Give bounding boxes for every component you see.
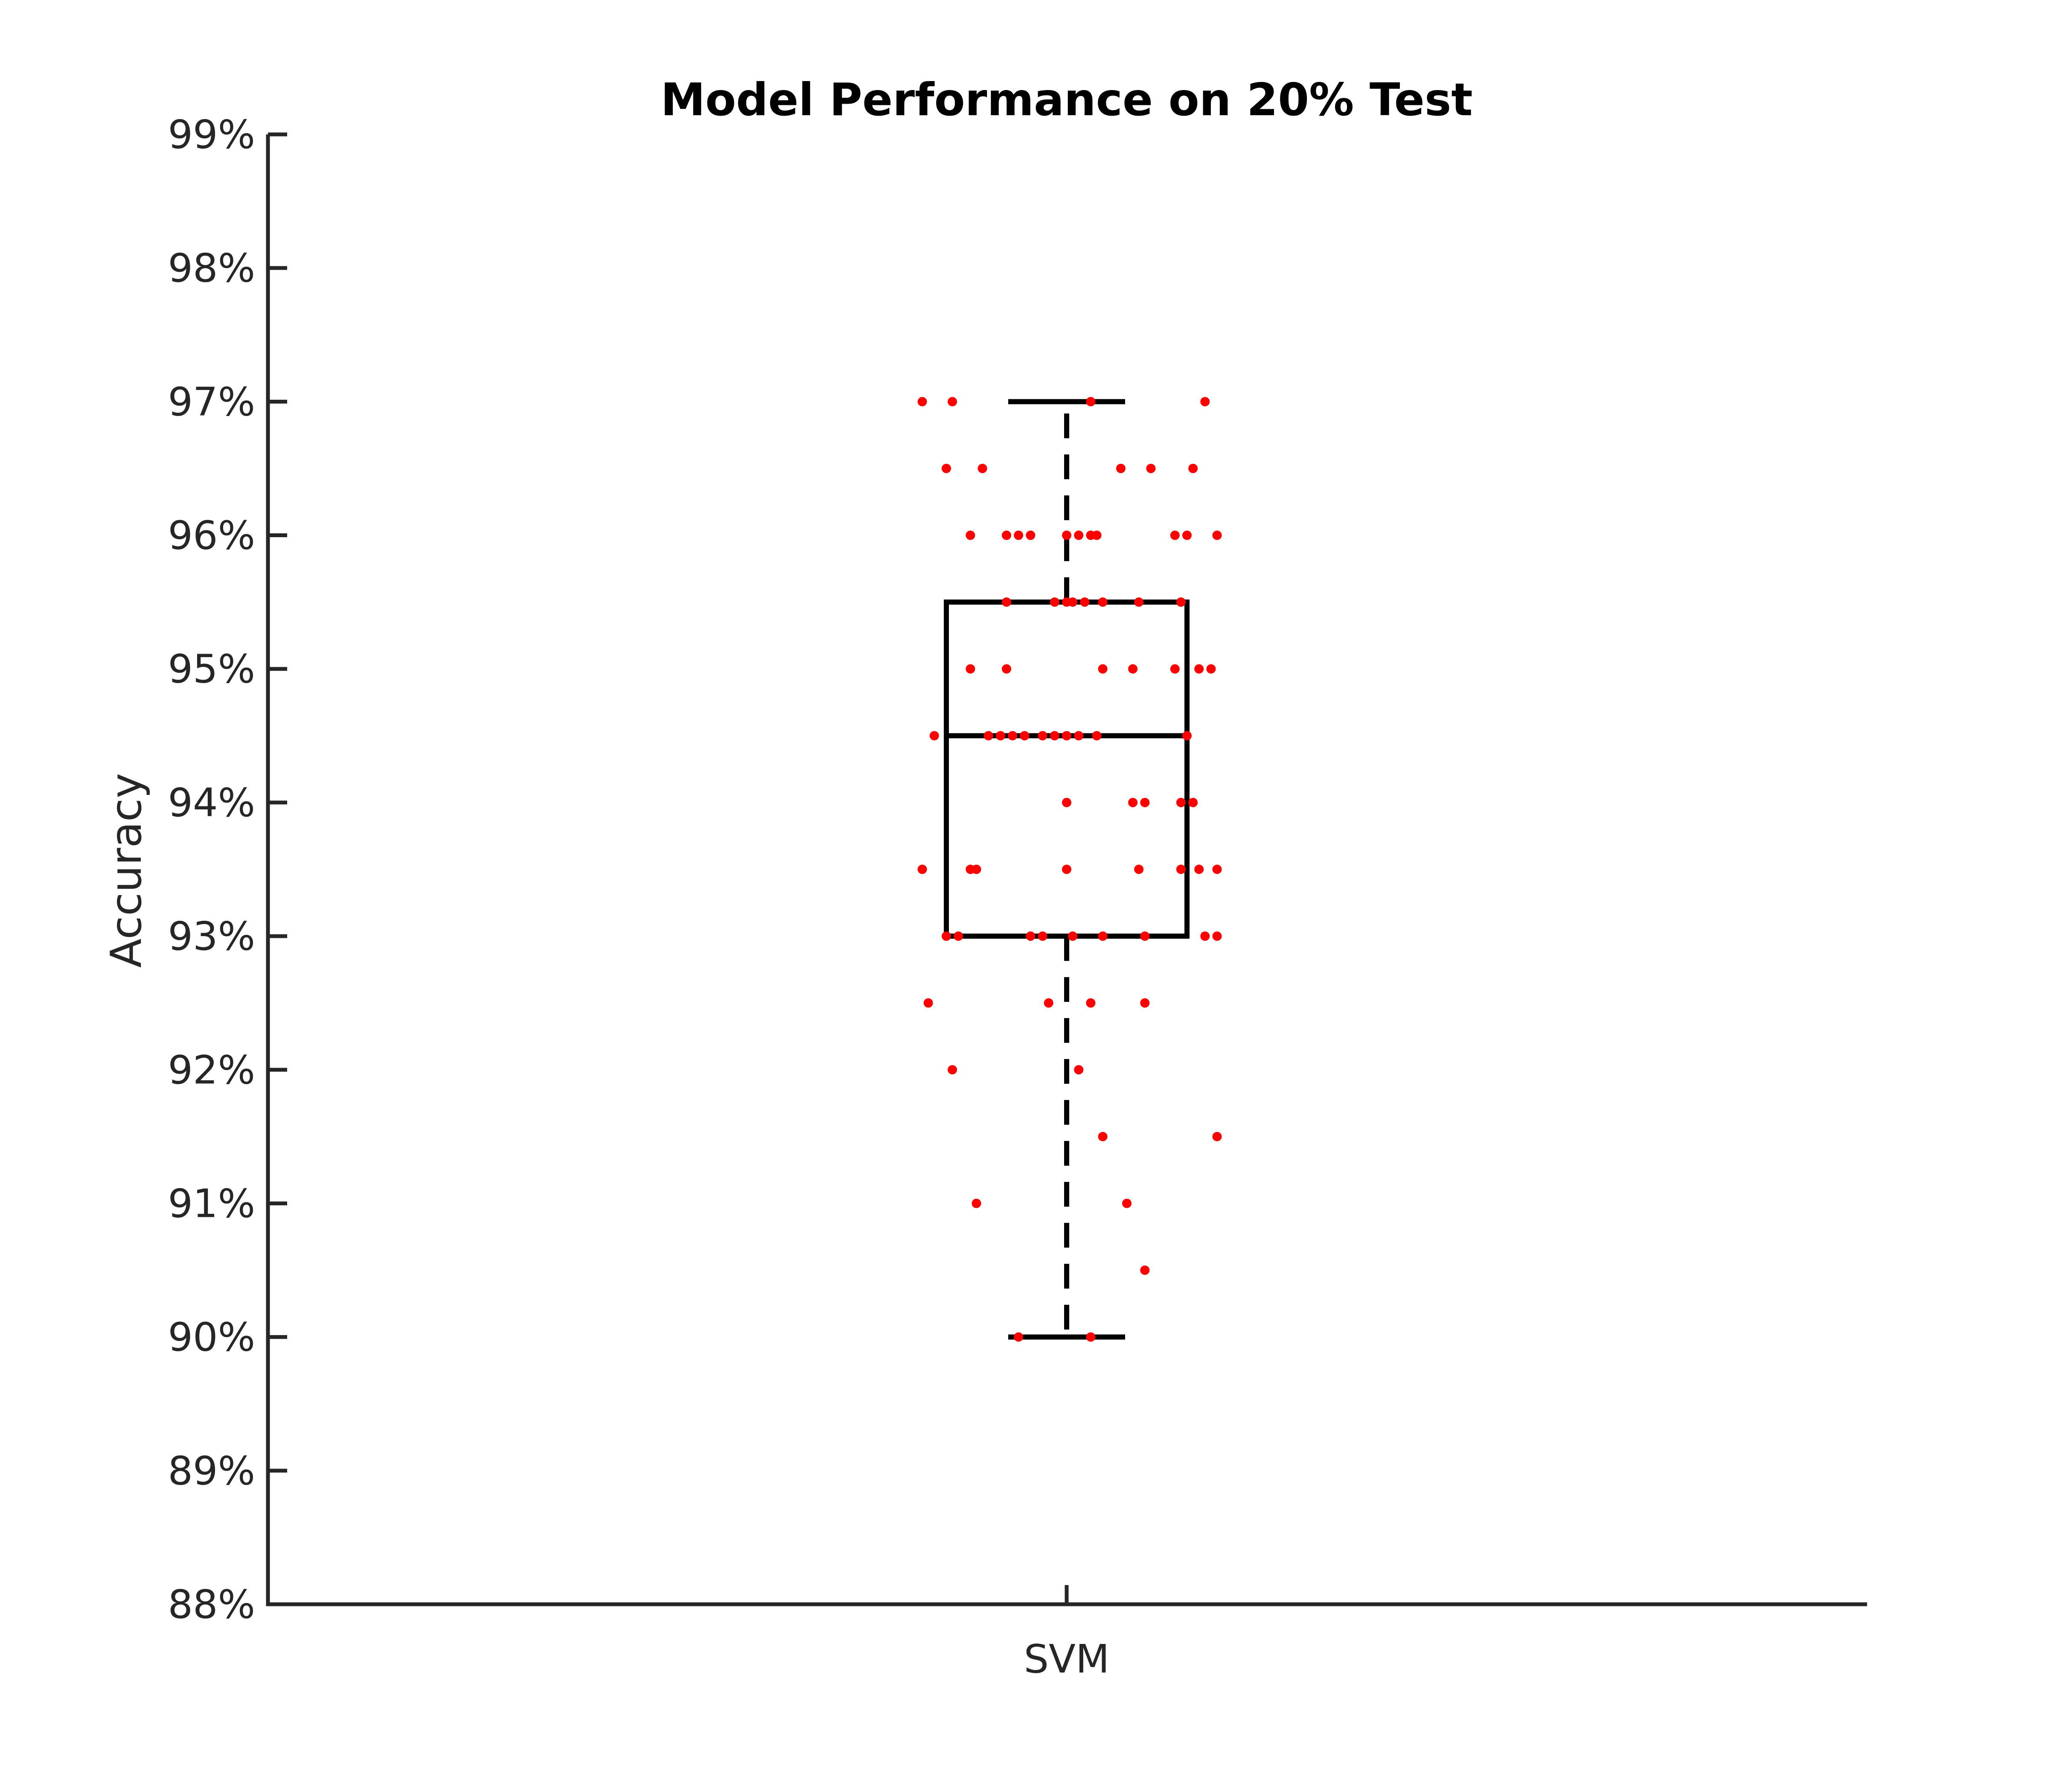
data-point [1044,998,1053,1008]
data-point [1086,998,1096,1008]
data-point [1134,864,1144,874]
data-point [1092,530,1102,540]
data-point [954,931,963,941]
data-point [1206,664,1216,674]
data-point [1020,731,1030,741]
y-tick-label: 99% [168,112,255,157]
data-point [1188,463,1198,473]
data-point [1086,1332,1096,1342]
data-point [1086,397,1096,407]
data-point [1038,931,1047,941]
data-point [942,931,951,941]
data-point [1050,731,1059,741]
data-point [1128,664,1138,674]
data-point [1062,731,1071,741]
data-point [1068,597,1078,607]
y-tick-label: 95% [168,646,255,692]
data-point [1146,463,1156,473]
data-point [1098,664,1108,674]
data-point [1140,797,1150,807]
data-point [966,664,975,674]
data-point [1170,530,1180,540]
data-point [1098,1132,1108,1141]
data-point [1212,1132,1222,1141]
y-tick-label: 96% [168,513,255,559]
data-point [983,731,993,741]
data-point [929,731,939,741]
data-point [1188,797,1198,807]
chart-title: Model Performance on 20% Test [660,74,1472,126]
data-point [972,1199,981,1208]
data-point [1212,931,1222,941]
y-tick-label: 97% [168,379,255,425]
data-point [1074,731,1084,741]
data-point [1074,1065,1084,1075]
y-tick-label: 88% [168,1582,255,1627]
data-point [1176,597,1186,607]
interquartile-box [944,599,1190,939]
y-tick-label: 90% [168,1315,255,1360]
data-point [1014,530,1024,540]
y-tick-label: 89% [168,1448,255,1494]
data-point [1194,664,1204,674]
data-point [1176,864,1186,874]
data-point [995,731,1005,741]
data-point [948,1065,957,1075]
data-point [1026,530,1036,540]
data-point [1062,530,1071,540]
data-point [1002,597,1011,607]
axes: 88% 89% 90% 91% 92% 93% 94% 95% 96% 97% 98% 99% SVM [168,112,1867,1682]
data-point [1200,931,1210,941]
data-point [1062,864,1071,874]
data-point [1062,797,1071,807]
data-point [1050,597,1059,607]
data-point [1002,664,1011,674]
data-point [1128,797,1138,807]
data-point [1092,731,1102,741]
data-point [977,463,987,473]
data-point [917,864,927,874]
data-point [1002,530,1011,540]
x-tick-label: SVM [1024,1636,1110,1682]
data-point [1212,864,1222,874]
y-axis-title: Accuracy [101,773,151,968]
data-point [1116,463,1126,473]
data-point [923,998,933,1008]
data-point [1008,731,1018,741]
data-point [942,463,951,473]
data-point [966,530,975,540]
y-tick-label: 93% [168,913,255,959]
data-point [1038,731,1047,741]
data-point [1026,931,1036,941]
data-point [1194,864,1204,874]
data-point [1014,1332,1024,1342]
data-point [1140,931,1150,941]
data-point [1200,397,1210,407]
data-point [1098,931,1108,941]
data-point [1098,597,1108,607]
data-point [1134,597,1144,607]
y-tick-label: 94% [168,780,255,826]
data-point [948,397,957,407]
data-points [917,397,1222,1342]
y-tick-label: 91% [168,1181,255,1226]
data-point [1122,1199,1132,1208]
data-point [1080,597,1090,607]
data-point [1068,931,1078,941]
data-point [1074,530,1084,540]
y-tick-label: 92% [168,1047,255,1093]
y-tick-label: 98% [168,245,255,291]
data-point [1140,998,1150,1008]
data-point [1176,797,1186,807]
data-point [1182,731,1192,741]
data-point [917,397,927,407]
data-point [1212,530,1222,540]
data-point [972,864,981,874]
data-point [1140,1265,1150,1275]
data-point [1170,664,1180,674]
data-point [1182,530,1192,540]
